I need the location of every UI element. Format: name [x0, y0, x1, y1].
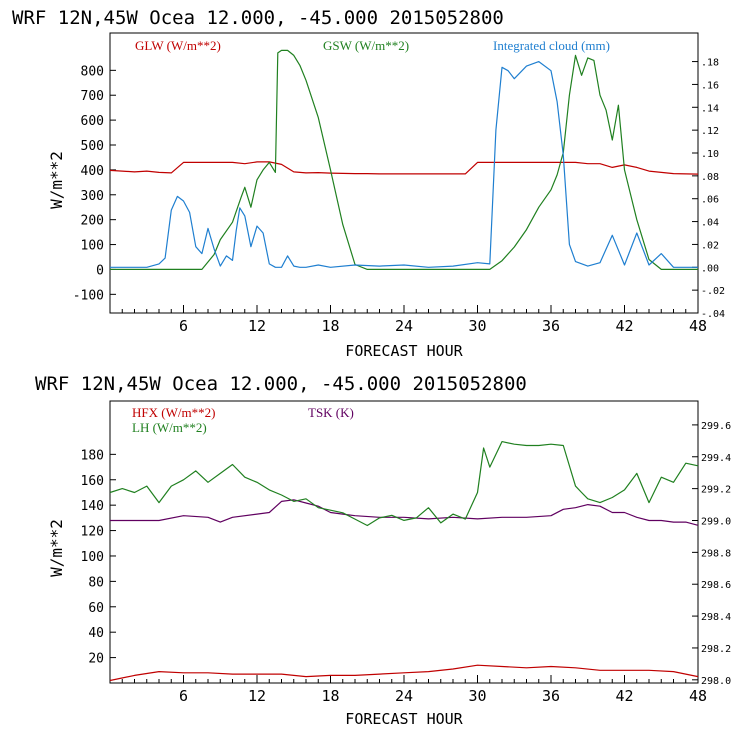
series-line-hfx [109, 664, 699, 682]
left-tick-label: 400 [81, 164, 104, 179]
x-tick-label: 18 [321, 687, 339, 705]
legend-integrated-cloud: Integrated cloud (mm) [493, 38, 610, 53]
x-tick-label: 36 [542, 687, 560, 705]
x-tick-label: 30 [468, 317, 486, 335]
right-tick-label: .08 [701, 172, 719, 183]
legend-lh: LH (W/m**2) [132, 420, 207, 435]
x-tick-label: 6 [179, 687, 188, 705]
right-tick-label: .12 [701, 126, 719, 137]
left-tick-label: 20 [88, 652, 104, 667]
left-tick-label: 800 [81, 64, 104, 79]
legend-hfx: HFX (W/m**2) [132, 405, 215, 420]
right-tick-label: 299.4 [701, 453, 731, 464]
bottom-x-axis: 6 12 18 24 30 36 42 48 [121, 675, 707, 705]
right-tick-label: -.02 [701, 286, 725, 297]
left-tick-label: 600 [81, 114, 104, 129]
x-tick-label: 24 [395, 317, 413, 335]
right-tick-label: .10 [701, 149, 719, 160]
left-tick-label: 700 [81, 89, 104, 104]
left-tick-label: 100 [81, 550, 104, 565]
x-tick-label: 42 [615, 317, 633, 335]
top-y-axis-label: W/m**2 [47, 151, 66, 209]
left-tick-label: 300 [81, 189, 104, 204]
right-tick-label: .18 [701, 58, 719, 69]
bottom-plot-frame [109, 400, 699, 684]
series-line-integrated [110, 60, 698, 268]
right-tick-label: 299.2 [701, 485, 731, 496]
x-tick-label: 36 [542, 317, 560, 335]
legend-gsw: GSW (W/m**2) [323, 38, 409, 53]
right-tick-label: .06 [701, 195, 719, 206]
right-tick-label: 298.4 [701, 612, 731, 623]
left-tick-label: 40 [88, 626, 104, 641]
right-tick-label: .00 [701, 263, 719, 274]
legend-glw: GLW (W/m**2) [135, 38, 221, 53]
left-tick-label: 0 [96, 263, 104, 278]
right-tick-label: .14 [701, 103, 719, 114]
right-tick-label: 299.0 [701, 516, 731, 527]
top-left-axis: -100 0 100 200 300 400 500 600 700 800 [73, 64, 116, 303]
x-tick-label: 42 [615, 687, 633, 705]
x-tick-label: 24 [395, 687, 413, 705]
left-tick-label: 160 [81, 474, 104, 489]
left-tick-label: -100 [73, 288, 104, 303]
top-plot-frame [109, 32, 699, 314]
left-tick-label: 200 [81, 214, 104, 229]
series-line-lh [109, 441, 699, 527]
x-tick-label: 6 [179, 317, 188, 335]
bottom-x-axis-label: FORECAST HOUR [345, 710, 463, 728]
top-chart-title: WRF 12N,45W Ocea 12.000, -45.000 2015052… [12, 7, 504, 29]
left-tick-label: 60 [88, 601, 104, 616]
series-line-tsk [110, 499, 699, 526]
bottom-chart: WRF 12N,45W Ocea 12.000, -45.000 2015052… [35, 373, 731, 728]
top-x-axis-label: FORECAST HOUR [345, 342, 463, 360]
bottom-chart-title: WRF 12N,45W Ocea 12.000, -45.000 2015052… [35, 373, 527, 395]
x-tick-label: 48 [689, 687, 707, 705]
right-tick-label: -.04 [701, 309, 725, 320]
top-series [109, 49, 699, 270]
bottom-left-axis: 20 40 60 80 100 120 140 160 180 [81, 448, 116, 667]
x-tick-label: 12 [248, 687, 266, 705]
left-tick-label: 140 [81, 499, 104, 514]
x-tick-label: 12 [248, 317, 266, 335]
right-tick-label: 298.6 [701, 580, 731, 591]
right-tick-label: 298.2 [701, 644, 731, 655]
left-tick-label: 180 [81, 448, 104, 463]
x-tick-label: 48 [689, 317, 707, 335]
series-line-gsw [110, 49, 698, 270]
left-tick-label: 100 [81, 239, 104, 254]
right-tick-label: .16 [701, 80, 719, 91]
bottom-series [109, 441, 699, 682]
series-line-glw [109, 161, 699, 175]
top-right-axis: -.04 -.02 .00 .02 .04 .06 .08 .10 .12 .14 .16 .18 [692, 58, 725, 320]
right-tick-label: .02 [701, 240, 719, 251]
bottom-right-axis: 298.0 298.2 298.4 298.6 298.8 299.0 299.2 299.4… [692, 421, 731, 687]
left-tick-label: 500 [81, 139, 104, 154]
left-tick-label: 120 [81, 525, 104, 540]
right-tick-label: 298.0 [701, 676, 731, 687]
left-tick-label: 80 [88, 575, 104, 590]
bottom-y-axis-label: W/m**2 [47, 519, 66, 577]
right-tick-label: 299.6 [701, 421, 731, 432]
right-tick-label: 298.8 [701, 548, 731, 559]
top-chart: WRF 12N,45W Ocea 12.000, -45.000 2015052… [12, 7, 725, 360]
top-x-axis: 6 12 18 24 30 36 42 48 [121, 305, 707, 335]
x-tick-label: 30 [468, 687, 486, 705]
right-tick-label: .04 [701, 218, 719, 229]
x-tick-label: 18 [321, 317, 339, 335]
legend-tsk: TSK (K) [308, 405, 354, 420]
